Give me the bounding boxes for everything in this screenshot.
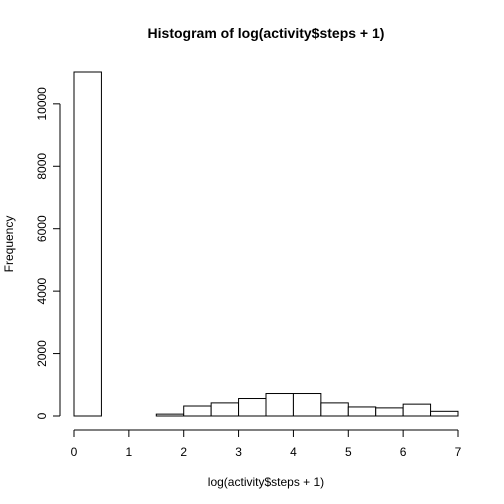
histogram-bar <box>155 413 185 417</box>
histogram-bar <box>430 410 459 417</box>
bars-group <box>73 71 459 417</box>
x-tick-label: 5 <box>345 445 352 459</box>
chart-title: Histogram of log(activity$steps + 1) <box>148 25 385 41</box>
histogram-bar <box>292 393 322 417</box>
histogram-bar <box>210 402 240 417</box>
x-tick-label: 4 <box>290 445 297 459</box>
histogram-bar <box>238 398 267 417</box>
y-axis: 0 2000 4000 6000 8000 10000 <box>35 87 61 419</box>
y-tick-label: 2000 <box>35 340 49 367</box>
histogram-bar <box>73 71 102 417</box>
x-axis-label: log(activity$steps + 1) <box>208 475 324 489</box>
y-axis-label: Frequency <box>2 216 16 273</box>
histogram-bar <box>347 406 377 417</box>
histogram-bar <box>265 393 294 417</box>
histogram-bar <box>183 405 212 417</box>
y-tick-label: 4000 <box>35 277 49 304</box>
x-axis: 0 1 2 3 4 5 6 7 <box>71 429 462 459</box>
x-tick-label: 6 <box>400 445 407 459</box>
x-tick-label: 1 <box>126 445 133 459</box>
x-tick-label: 2 <box>180 445 187 459</box>
y-tick-label: 0 <box>35 412 49 419</box>
y-tick-label: 8000 <box>35 153 49 180</box>
x-tick-label: 3 <box>235 445 242 459</box>
y-tick-label: 10000 <box>35 87 49 121</box>
x-tick-label: 7 <box>455 445 462 459</box>
histogram-bar <box>375 407 404 417</box>
histogram-bar <box>320 402 349 417</box>
x-tick-label: 0 <box>71 445 78 459</box>
y-tick-label: 6000 <box>35 215 49 242</box>
histogram-bar <box>402 403 432 417</box>
